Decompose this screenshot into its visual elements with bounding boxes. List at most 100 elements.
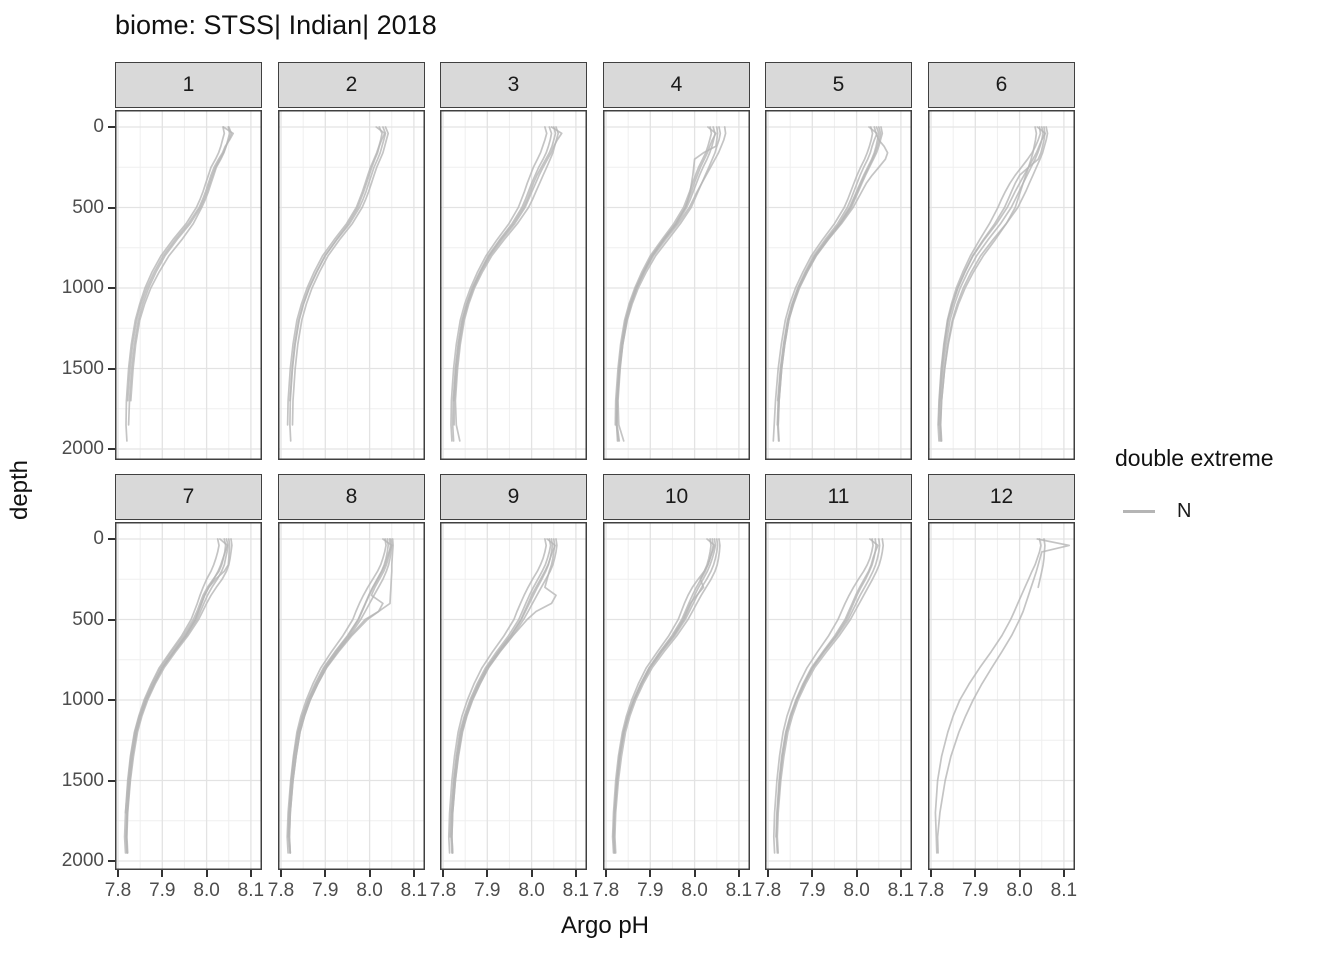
x-tick-label: 7.9 bbox=[312, 880, 339, 901]
x-tick bbox=[205, 870, 208, 877]
x-tick bbox=[161, 870, 164, 877]
x-tick bbox=[811, 870, 814, 877]
panel-background bbox=[278, 522, 425, 870]
panel-background bbox=[928, 110, 1075, 460]
panel-border bbox=[603, 522, 750, 870]
panel-background bbox=[115, 522, 262, 870]
facet-panel-3 bbox=[440, 110, 587, 460]
profile-line bbox=[288, 538, 392, 854]
panel-background bbox=[603, 522, 750, 870]
profile-line bbox=[777, 126, 884, 426]
profile-line bbox=[615, 126, 717, 426]
x-tick bbox=[855, 870, 858, 877]
legend-title: double extreme bbox=[1115, 445, 1274, 471]
panel-background bbox=[440, 522, 587, 870]
facet-strip-label: 7 bbox=[182, 485, 195, 508]
facet-strip-label: 10 bbox=[664, 485, 689, 508]
facet-strip-label: 3 bbox=[507, 73, 520, 96]
profile-line bbox=[614, 126, 713, 426]
panel-border bbox=[765, 110, 912, 460]
x-tick-label: 7.9 bbox=[149, 880, 176, 901]
facet-panel-12 bbox=[928, 522, 1075, 870]
y-tick bbox=[108, 779, 115, 782]
profile-line bbox=[612, 538, 712, 854]
facet-strip-7: 7 bbox=[115, 474, 262, 520]
y-tick-label: 0 bbox=[93, 528, 104, 549]
profile-line bbox=[125, 126, 226, 442]
facet-strip-6: 6 bbox=[928, 62, 1075, 108]
facet-panel-4 bbox=[603, 110, 750, 460]
y-tick bbox=[108, 287, 115, 289]
facet-panel-11 bbox=[765, 522, 912, 870]
facet-panel-7 bbox=[115, 522, 262, 870]
profile-line bbox=[454, 126, 560, 442]
profile-line bbox=[124, 538, 220, 814]
facet-panel-10 bbox=[603, 522, 750, 870]
profile-line bbox=[451, 538, 557, 854]
profile-line bbox=[776, 538, 885, 854]
profile-line bbox=[615, 126, 722, 442]
y-tick bbox=[108, 126, 115, 128]
facet-panel-1 bbox=[115, 110, 262, 460]
x-tick bbox=[249, 870, 252, 877]
x-tick-label: 7.9 bbox=[474, 880, 501, 901]
x-tick-label: 8.1 bbox=[725, 880, 753, 901]
x-tick bbox=[693, 870, 696, 877]
x-tick-label: 8.0 bbox=[681, 880, 708, 901]
x-tick-label: 7.9 bbox=[962, 880, 989, 901]
panel-border bbox=[278, 110, 425, 460]
facet-strip-label: 4 bbox=[670, 73, 683, 96]
x-tick-label: 7.8 bbox=[592, 880, 620, 901]
profile-line bbox=[939, 126, 1047, 402]
x-tick bbox=[486, 870, 489, 877]
profile-line bbox=[450, 126, 548, 442]
profile-line bbox=[938, 126, 1044, 442]
y-tick bbox=[108, 367, 115, 370]
profile-line bbox=[772, 538, 874, 854]
profile-line bbox=[126, 126, 235, 402]
profile-line bbox=[289, 126, 386, 402]
facet-panel-8 bbox=[278, 522, 425, 870]
profile-line bbox=[450, 538, 554, 854]
x-tick-label: 8.1 bbox=[237, 880, 265, 901]
x-axis-title: Argo pH bbox=[560, 912, 650, 939]
x-tick-label: 7.8 bbox=[267, 880, 295, 901]
facet-strip-label: 9 bbox=[507, 485, 520, 508]
profile-line bbox=[772, 126, 874, 442]
facet-strip-8: 8 bbox=[278, 474, 425, 520]
profile-line bbox=[287, 538, 393, 854]
profile-line bbox=[1037, 538, 1046, 589]
x-tick bbox=[574, 870, 577, 877]
panel-border bbox=[765, 522, 912, 870]
y-tick-label: 1500 bbox=[61, 769, 104, 791]
y-tick bbox=[108, 860, 115, 862]
panel-background bbox=[278, 110, 425, 460]
x-tick bbox=[412, 870, 415, 877]
x-tick bbox=[1018, 870, 1021, 877]
x-tick-label: 7.8 bbox=[104, 880, 132, 901]
x-tick-label: 8.0 bbox=[193, 880, 220, 901]
x-tick-label: 7.8 bbox=[917, 880, 945, 901]
facet-strip-10: 10 bbox=[603, 474, 750, 520]
x-tick-label: 8.1 bbox=[887, 880, 915, 901]
x-tick-label: 7.8 bbox=[754, 880, 782, 901]
facet-strip-label: 5 bbox=[832, 73, 845, 96]
facet-strip-label: 8 bbox=[345, 485, 358, 508]
x-tick bbox=[737, 870, 740, 877]
facet-strip-12: 12 bbox=[928, 474, 1075, 520]
facet-panel-6 bbox=[928, 110, 1075, 460]
y-tick-label: 2000 bbox=[61, 438, 104, 459]
profile-line bbox=[452, 126, 557, 402]
x-tick-label: 7.9 bbox=[799, 880, 826, 901]
facet-strip-1: 1 bbox=[115, 62, 262, 108]
panel-border bbox=[440, 522, 587, 870]
facet-panel-9 bbox=[440, 522, 587, 870]
x-tick bbox=[930, 870, 932, 877]
panel-background bbox=[928, 522, 1075, 870]
facet-strip-label: 1 bbox=[182, 73, 195, 96]
x-tick bbox=[649, 870, 652, 877]
panel-background bbox=[765, 110, 912, 460]
profile-line bbox=[936, 538, 1071, 854]
profile-line bbox=[614, 538, 721, 854]
